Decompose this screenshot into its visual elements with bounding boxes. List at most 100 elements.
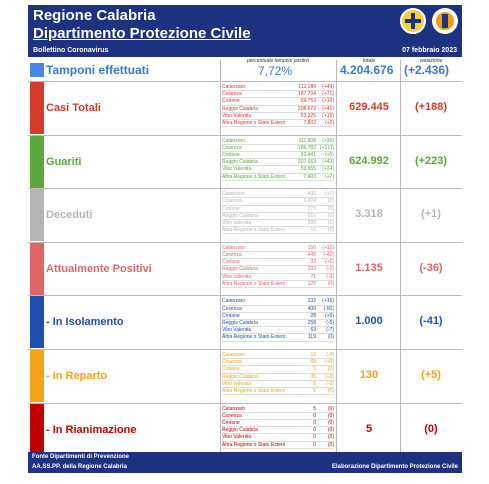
province-value: 119 (308, 334, 316, 341)
section-color-bar (30, 296, 44, 349)
province-value: 0 (313, 427, 316, 434)
province-row: Cosenza 187.704 (+71) (222, 91, 334, 99)
province-delta: (0) (327, 219, 334, 226)
header-title: Regione Calabria (33, 7, 156, 24)
province-row: Altra Regione o Stato Estero 7.802 (+2) (222, 119, 334, 128)
section-divider (28, 241, 462, 243)
province-delta: (+5) (324, 151, 334, 158)
province-name: Catanzaro (222, 84, 246, 90)
province-value: 400 (307, 305, 316, 312)
province-value: 59.753 (300, 98, 316, 105)
province-name: Catanzaro (222, 137, 246, 144)
province-row: Crotone 33 (+5) (222, 259, 334, 267)
province-value: 0 (313, 434, 316, 441)
province-delta: (+113) (319, 144, 334, 151)
section-divider (28, 188, 462, 189)
tamponi-percentage: 7,72% (258, 64, 293, 78)
province-value: 132 (307, 298, 316, 305)
tamponi-color-square (30, 63, 44, 77)
province-value: 293 (307, 266, 316, 273)
province-list: Catanzaro 430 (+1) Cosenza 1.474 (0) Crotone 27… (222, 191, 334, 235)
province-name: Reggio Calabria (222, 427, 258, 434)
province-list: Catanzaro 13 (-4) Cosenza 68 (+8) Crotone 5 (0) R… (222, 352, 334, 396)
province-delta: (+36) (322, 137, 334, 144)
province-row: Cosenza 0 (0) (222, 413, 334, 420)
province-value: 0 (313, 419, 316, 426)
province-name: Crotone (222, 312, 240, 319)
province-row: Cosenza 185.782 (+113) (222, 145, 334, 152)
province-value: 207.663 (297, 159, 316, 166)
province-row: Catanzaro 13 (-4) (222, 352, 334, 360)
province-value: 7.802 (303, 119, 316, 126)
province-row: Reggio Calabria 916 (0) (222, 213, 334, 220)
province-row: Crotone 59.441 (+5) (222, 151, 334, 160)
province-name: Altra Regione o Stato Estero (222, 441, 286, 448)
province-value: 5 (313, 405, 316, 412)
province-row: Crotone 0 (0) (222, 419, 334, 428)
province-delta: (-2) (326, 380, 334, 387)
province-value: 0 (313, 412, 316, 419)
province-delta: (+5) (324, 259, 334, 266)
province-value: 150 (307, 244, 316, 251)
province-row: Crotone 5 (0) (222, 366, 334, 374)
province-delta: (0) (327, 334, 334, 341)
province-list: Catanzaro 112.188 (+49) Cosenza 187.704 (+71)… (222, 84, 334, 128)
footer-bar: Fonte Dipartimenti di Prevenzione AA.SS.… (28, 452, 462, 473)
province-delta: (0) (327, 441, 334, 448)
province-row: Crotone 279 (0) (222, 206, 334, 213)
province-delta: (+1) (324, 191, 334, 198)
province-value: 28 (310, 312, 316, 319)
province-name: Cosenza (222, 251, 242, 258)
province-delta: (-42) (323, 251, 334, 258)
province-row: Vibo Valentia 53.326 (+15) (222, 113, 334, 120)
province-value: 33 (310, 259, 316, 266)
header-banner: Regione Calabria Dipartimento Protezione… (28, 5, 462, 45)
section-label: - In Rianimazione (46, 423, 137, 436)
province-name: Reggio Calabria (222, 105, 258, 112)
province-value: 120 (307, 280, 316, 287)
section-variation: (+5) (421, 369, 441, 381)
province-row: Cosenza 448 (-42) (222, 251, 334, 260)
province-row: Cosenza 1.474 (0) (222, 198, 334, 206)
section-color-bar (30, 350, 44, 402)
province-row: Reggio Calabria 293 (-2) (222, 266, 334, 274)
section-variation: (+188) (414, 101, 448, 113)
section-variation: (-36) (419, 261, 443, 274)
pct-column-header: percentuale tamponi positivi (247, 58, 309, 64)
province-delta: (+15) (322, 112, 334, 119)
province-value: 13 (310, 352, 316, 358)
province-delta: (+10) (322, 98, 334, 105)
province-name: Cosenza (222, 305, 242, 312)
province-row: Reggio Calabria 258 (-5) (222, 319, 334, 328)
province-delta: (0) (327, 419, 334, 426)
province-row: Cosenza 400 (-50) (222, 306, 334, 313)
province-delta: (-4) (326, 352, 334, 358)
province-delta: (+24) (322, 166, 334, 173)
tamponi-label: Tamponi effettuati (46, 63, 150, 77)
tamponi-variation: (+2.436) (404, 63, 450, 77)
province-value: 59.441 (300, 151, 316, 158)
province-delta: (0) (327, 434, 334, 441)
province-list: Catanzaro 132 (+16) Cosenza 400 (-50) Crotone 2… (222, 298, 334, 342)
province-delta: (+16) (322, 298, 334, 305)
province-delta: (0) (327, 212, 334, 219)
province-name: Vibo Valentia (222, 273, 252, 280)
tamponi-total: 4.204.676 (340, 63, 394, 77)
province-row: Catanzaro 430 (+1) (222, 191, 334, 199)
province-list: Catanzaro 111.608 (+36) Cosenza 185.782 (+113… (222, 138, 334, 181)
section-divider (28, 295, 462, 296)
column-divider (220, 60, 221, 452)
province-value: 8 (313, 380, 316, 387)
province-value: 68 (310, 359, 316, 366)
section-total: 1.000 (355, 315, 383, 328)
province-row: Crotone 28 (+5) (222, 313, 334, 320)
province-name: Vibo Valentia (222, 219, 252, 226)
province-row: Reggio Calabria 207.663 (+43) (222, 159, 334, 167)
province-row: Vibo Valentia 200 (0) (222, 219, 334, 228)
province-name: Reggio Calabria (222, 319, 258, 326)
province-name: Altra Regione o Stato Estero (222, 387, 286, 394)
province-name: Altra Regione o Stato Estero (222, 280, 286, 287)
section-variation: (+223) (414, 154, 448, 167)
province-name: Altra Regione o Stato Estero (222, 119, 286, 126)
province-value: 1 (313, 387, 316, 394)
